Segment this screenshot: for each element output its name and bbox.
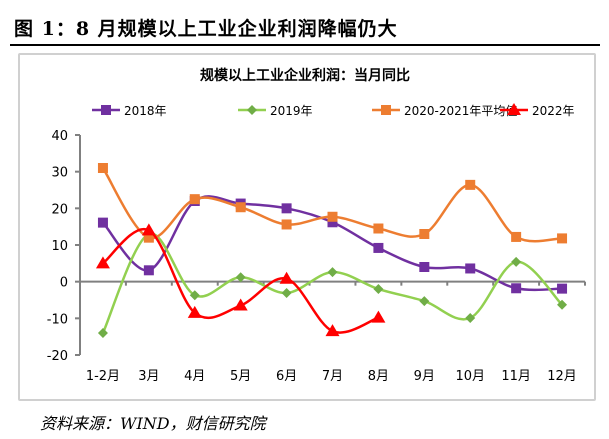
data-point-square <box>143 232 154 243</box>
data-point-triangle <box>371 310 386 323</box>
data-point-diamond <box>465 312 476 323</box>
x-tick-label: 7月 <box>322 369 343 384</box>
y-tick-label: 0 <box>60 276 68 291</box>
legend-label: 2018年 <box>124 104 167 118</box>
data-point-square <box>235 202 246 213</box>
title-rule <box>10 44 600 46</box>
series-1 <box>97 229 568 338</box>
figure-title: 图 1：8 月规模以上工业企业利润降幅仍大 <box>14 18 398 40</box>
data-point-square <box>327 217 338 228</box>
x-tick-label: 9月 <box>414 369 435 384</box>
data-point-triangle <box>233 298 248 311</box>
y-tick-label: 40 <box>51 129 68 144</box>
chart-frame <box>18 53 596 401</box>
data-point-triangle <box>95 256 110 269</box>
series-0 <box>97 195 568 294</box>
data-point-square <box>281 219 292 230</box>
data-point-triangle <box>279 271 294 284</box>
legend-label: 2022年 <box>532 104 575 118</box>
data-point-square <box>189 194 200 205</box>
data-point-diamond <box>97 328 108 338</box>
y-tick-label: 10 <box>51 239 68 254</box>
y-tick-label: 20 <box>51 202 68 217</box>
data-point-square <box>511 283 522 294</box>
x-tick-label: 1-2月 <box>86 369 120 384</box>
y-tick-label: -10 <box>47 312 68 327</box>
data-point-square <box>373 223 384 234</box>
data-point-square <box>281 203 292 214</box>
chart-title: 规模以上工业企业利润：当月同比 <box>200 67 410 84</box>
data-point-square <box>465 179 476 190</box>
legend-label: 2019年 <box>270 104 313 118</box>
x-tick-label: 8月 <box>368 369 389 384</box>
data-point-diamond <box>189 290 200 301</box>
x-tick-label: 12月 <box>547 369 577 384</box>
data-point-diamond <box>247 105 257 115</box>
data-point-square <box>419 262 430 272</box>
legend: 2018年 2019年 2020-2021年平均值 2022年 <box>92 103 575 118</box>
y-tick-label: -20 <box>47 349 68 364</box>
data-point-diamond <box>373 284 384 294</box>
data-point-square <box>97 217 108 228</box>
y-tick-label: 30 <box>51 166 68 181</box>
source-note: 资料来源：WIND，财信研究院 <box>40 414 266 433</box>
x-tick-label: 10月 <box>455 369 485 384</box>
data-point-square <box>101 105 111 115</box>
data-point-diamond <box>327 267 338 278</box>
x-tick-label: 4月 <box>184 369 205 384</box>
series-line <box>101 167 563 243</box>
data-point-diamond <box>281 288 292 299</box>
data-point-diamond <box>235 272 246 283</box>
data-point-triangle <box>187 305 202 318</box>
data-point-square <box>465 263 476 274</box>
data-point-diamond <box>511 256 522 267</box>
data-point-triangle <box>325 324 340 337</box>
data-point-square <box>557 283 568 294</box>
data-point-square <box>511 231 522 242</box>
data-point-square <box>419 229 430 239</box>
data-point-square <box>373 242 384 253</box>
series-2 <box>97 163 568 244</box>
data-point-square <box>381 105 391 115</box>
x-tick-label: 5月 <box>230 369 251 384</box>
data-point-triangle <box>507 103 521 115</box>
data-point-square <box>327 211 338 222</box>
data-point-square <box>97 163 108 173</box>
legend-label: 2020-2021年平均值 <box>404 103 517 118</box>
data-point-square <box>143 265 154 276</box>
data-point-square <box>557 233 568 244</box>
x-tick-label: 3月 <box>138 369 159 384</box>
data-point-diamond <box>557 299 568 310</box>
data-point-triangle <box>141 223 156 236</box>
data-point-diamond <box>419 296 430 307</box>
series-3 <box>95 223 386 337</box>
x-tick-label: 11月 <box>501 369 531 384</box>
x-tick-label: 6月 <box>276 369 297 384</box>
